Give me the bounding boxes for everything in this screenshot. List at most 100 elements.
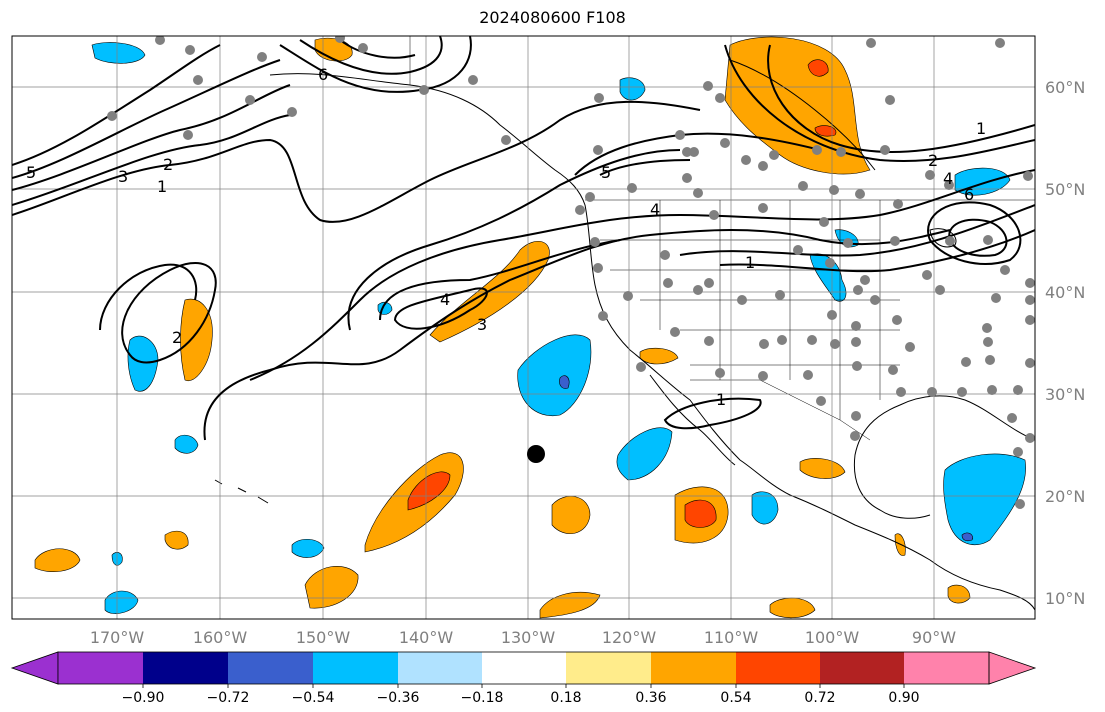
positive-region: [34, 548, 81, 573]
north-america-coast: [269, 73, 1035, 611]
contour-line: [299, 36, 443, 75]
colorbar-tick-label: −0.72: [207, 690, 250, 706]
longitude-labels: 170°W 160°W 150°W 140°W 130°W 120°W 110°…: [90, 628, 956, 647]
strong-positive-region: [407, 471, 451, 511]
contour-label: 4: [440, 290, 450, 309]
contour-line: [12, 114, 291, 206]
colorbar-segment: [566, 652, 651, 684]
lon-label: 130°W: [501, 628, 556, 647]
contour-line: [599, 159, 691, 176]
strong-positive-region: [814, 125, 837, 137]
contour-label: 3: [118, 167, 128, 186]
colorbar-tick-label: −0.54: [292, 690, 335, 706]
contour-label: 1: [157, 177, 167, 196]
colorbar-max-extend: [988, 651, 1037, 685]
negative-region: [291, 539, 325, 558]
contour-label: 5: [26, 163, 36, 182]
lat-label: 30°N: [1045, 385, 1085, 404]
map-frame: [11, 35, 1036, 620]
lat-label: 20°N: [1045, 487, 1085, 506]
negative-region: [943, 453, 1026, 546]
contour-line: [12, 100, 701, 223]
colorbar-tick-label: 0.36: [635, 690, 666, 706]
lon-label: 100°W: [805, 628, 860, 647]
hawaii-islands: [214, 479, 269, 504]
contour-line: [99, 263, 198, 331]
colorbar-frame: [57, 651, 990, 685]
contour-label: 6: [318, 65, 328, 84]
station-markers: [107, 36, 1035, 509]
contour-line: [121, 261, 217, 364]
colorbar-tick-label: −0.18: [461, 690, 504, 706]
positive-region: [551, 496, 591, 534]
contour-line: [249, 169, 1035, 381]
contour-line: [393, 287, 488, 330]
contour-line: [279, 36, 472, 93]
colorbar-tick-label: 0.90: [888, 690, 919, 706]
negative-region: [751, 491, 779, 525]
strong-positive-region: [684, 499, 717, 528]
colorbar-segment: [736, 652, 820, 684]
contour-label: 3: [477, 315, 487, 334]
negative-region: [619, 77, 646, 101]
contour-label: 1: [976, 119, 986, 138]
colorbar-segment: [228, 652, 313, 684]
contour-line: [12, 44, 221, 166]
colorbar-tick-label: −0.90: [122, 690, 165, 706]
positive-region: [799, 458, 846, 479]
positive-region: [724, 36, 871, 175]
negative-region: [91, 42, 146, 64]
positive-region: [164, 530, 189, 550]
negative-region: [517, 334, 592, 417]
contour-line: [12, 84, 291, 191]
positive-region: [539, 592, 601, 619]
lat-label: 50°N: [1045, 180, 1085, 199]
contour-line: [347, 149, 681, 331]
colorbar-segment: [482, 652, 566, 684]
contour-label: 2: [172, 328, 182, 347]
contour-line: [767, 44, 1035, 154]
colorbar-segment: [313, 652, 398, 684]
latitude-labels: 60°N 50°N 40°N 30°N 20°N 10°N: [1045, 78, 1085, 608]
contour-line: [12, 59, 281, 179]
colorbar-segment: [651, 652, 736, 684]
colorbar-segment: [820, 652, 904, 684]
contour-label: 4: [943, 169, 953, 188]
contour-label: 5: [601, 163, 611, 182]
contour-line: [948, 218, 1008, 257]
contour-label: 1: [716, 390, 726, 409]
negative-region: [104, 590, 139, 614]
contour-line: [679, 204, 1035, 257]
lon-label: 150°W: [296, 628, 351, 647]
contour-line: [719, 229, 1035, 273]
lat-label: 60°N: [1045, 78, 1085, 97]
lon-label: 110°W: [704, 628, 759, 647]
negative-region: [616, 427, 673, 481]
borders: [409, 36, 1035, 441]
positive-region: [304, 566, 359, 609]
contour-line: [339, 39, 416, 59]
location-marker: [527, 445, 545, 463]
colorbar-segment: [143, 652, 228, 684]
lon-label: 140°W: [399, 628, 454, 647]
contour-label: 2: [928, 151, 938, 170]
colorbar-min-extend: [10, 651, 59, 685]
colorbar-segment: [58, 652, 143, 684]
strong-negative-region: [961, 532, 973, 542]
contour-line: [927, 201, 1022, 265]
lon-label: 120°W: [602, 628, 657, 647]
contour-label: 1: [745, 253, 755, 272]
colorbar-ticks: [142, 684, 905, 688]
contour-lines: [12, 36, 1035, 441]
contour-label-group: 6 5 3 2 1 4 3 5 4 2 1 6 1 2 4 1: [26, 65, 986, 409]
lat-label: 10°N: [1045, 589, 1085, 608]
colorbar-tick-label: 0.54: [720, 690, 751, 706]
map-background: [12, 36, 1035, 619]
graticule: [12, 36, 1035, 619]
contour-label: 6: [964, 185, 974, 204]
negative-region: [127, 335, 159, 392]
baja-coast: [649, 374, 736, 466]
gulf-coast: [853, 395, 1035, 519]
contour-line: [379, 239, 621, 321]
